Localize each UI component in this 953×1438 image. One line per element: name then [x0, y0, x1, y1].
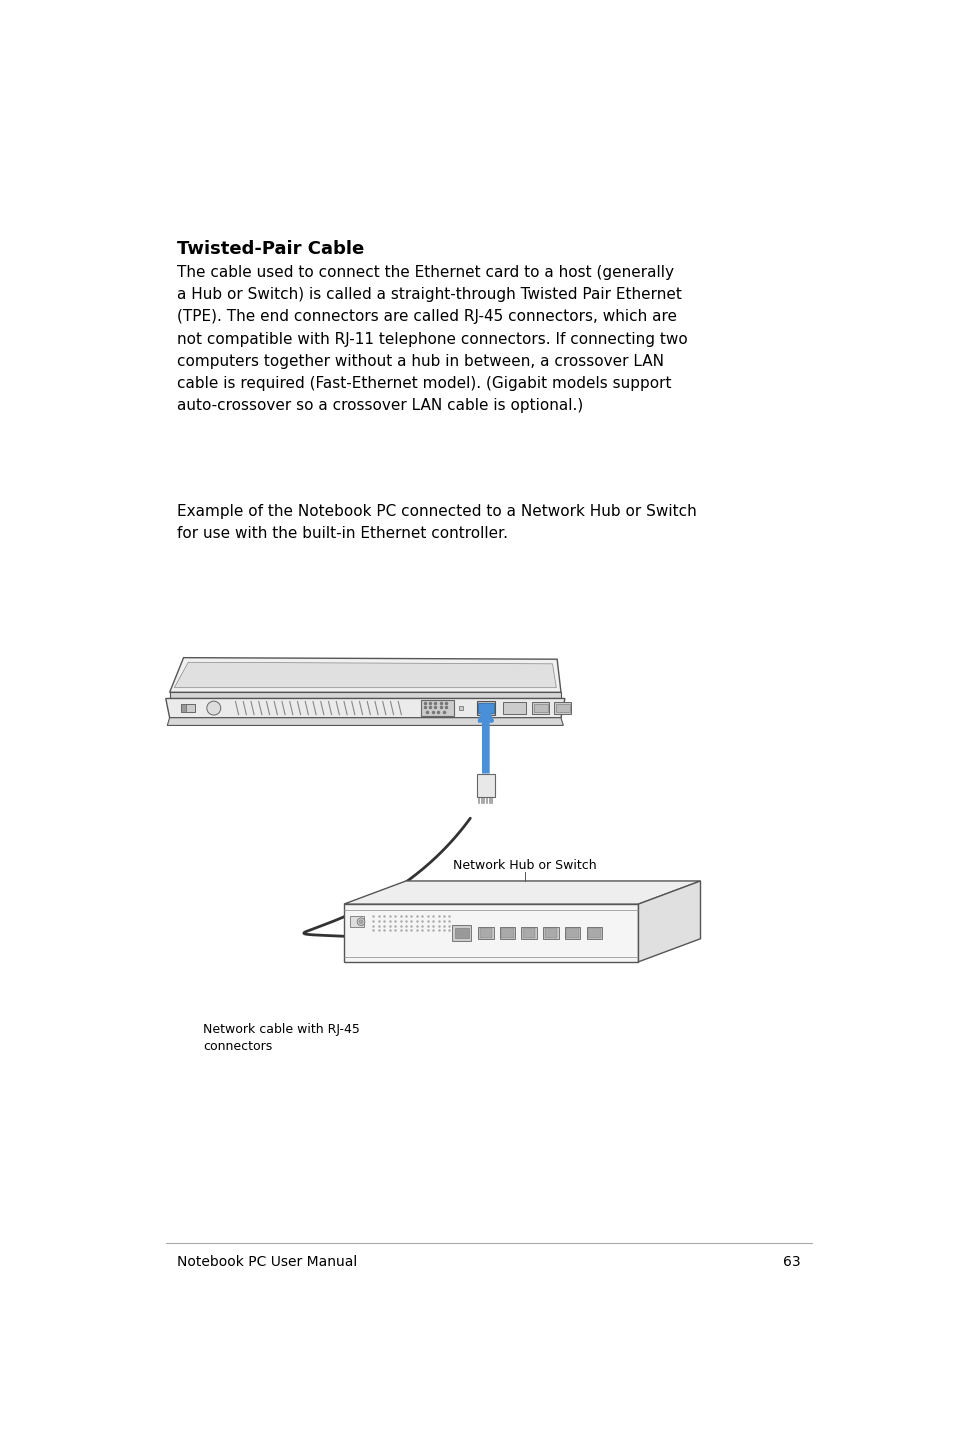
Bar — [181, 705, 186, 712]
Bar — [564, 926, 579, 939]
Text: Notebook PC User Manual: Notebook PC User Manual — [177, 1255, 357, 1270]
Bar — [477, 703, 493, 713]
Bar — [476, 774, 495, 797]
Polygon shape — [170, 692, 560, 699]
Text: Network cable with RJ-45
connectors: Network cable with RJ-45 connectors — [203, 1024, 359, 1054]
Bar — [532, 702, 549, 715]
Bar — [181, 705, 195, 712]
Bar — [477, 926, 493, 939]
Bar — [587, 929, 599, 938]
Bar — [534, 705, 547, 712]
Bar — [555, 705, 569, 712]
Text: Network Hub or Switch: Network Hub or Switch — [453, 858, 596, 871]
Bar — [502, 702, 525, 715]
Polygon shape — [166, 699, 564, 718]
Bar — [455, 928, 468, 939]
Bar — [586, 926, 601, 939]
Bar — [483, 777, 488, 794]
Polygon shape — [344, 881, 700, 905]
Polygon shape — [170, 657, 560, 692]
Bar — [522, 929, 535, 938]
Text: Twisted-Pair Cable: Twisted-Pair Cable — [177, 240, 364, 259]
Circle shape — [207, 702, 220, 715]
Text: The cable used to connect the Ethernet card to a host (generally
a Hub or Switch: The cable used to connect the Ethernet c… — [177, 265, 687, 413]
Polygon shape — [167, 718, 562, 725]
Bar — [476, 702, 495, 715]
Bar — [458, 706, 463, 710]
Bar — [542, 926, 558, 939]
Bar — [452, 925, 471, 940]
Bar — [554, 702, 571, 715]
Polygon shape — [480, 702, 491, 774]
Polygon shape — [344, 905, 638, 962]
Bar — [521, 926, 537, 939]
Polygon shape — [174, 663, 556, 687]
Polygon shape — [638, 881, 700, 962]
Text: Example of the Notebook PC connected to a Network Hub or Switch
for use with the: Example of the Notebook PC connected to … — [177, 503, 697, 541]
Bar — [566, 929, 578, 938]
Bar — [350, 916, 364, 928]
Circle shape — [358, 920, 362, 923]
Bar — [499, 926, 515, 939]
Circle shape — [356, 917, 365, 926]
Bar — [421, 700, 454, 716]
Bar — [479, 929, 492, 938]
Bar — [544, 929, 557, 938]
Text: 63: 63 — [782, 1255, 800, 1270]
Bar — [500, 929, 513, 938]
